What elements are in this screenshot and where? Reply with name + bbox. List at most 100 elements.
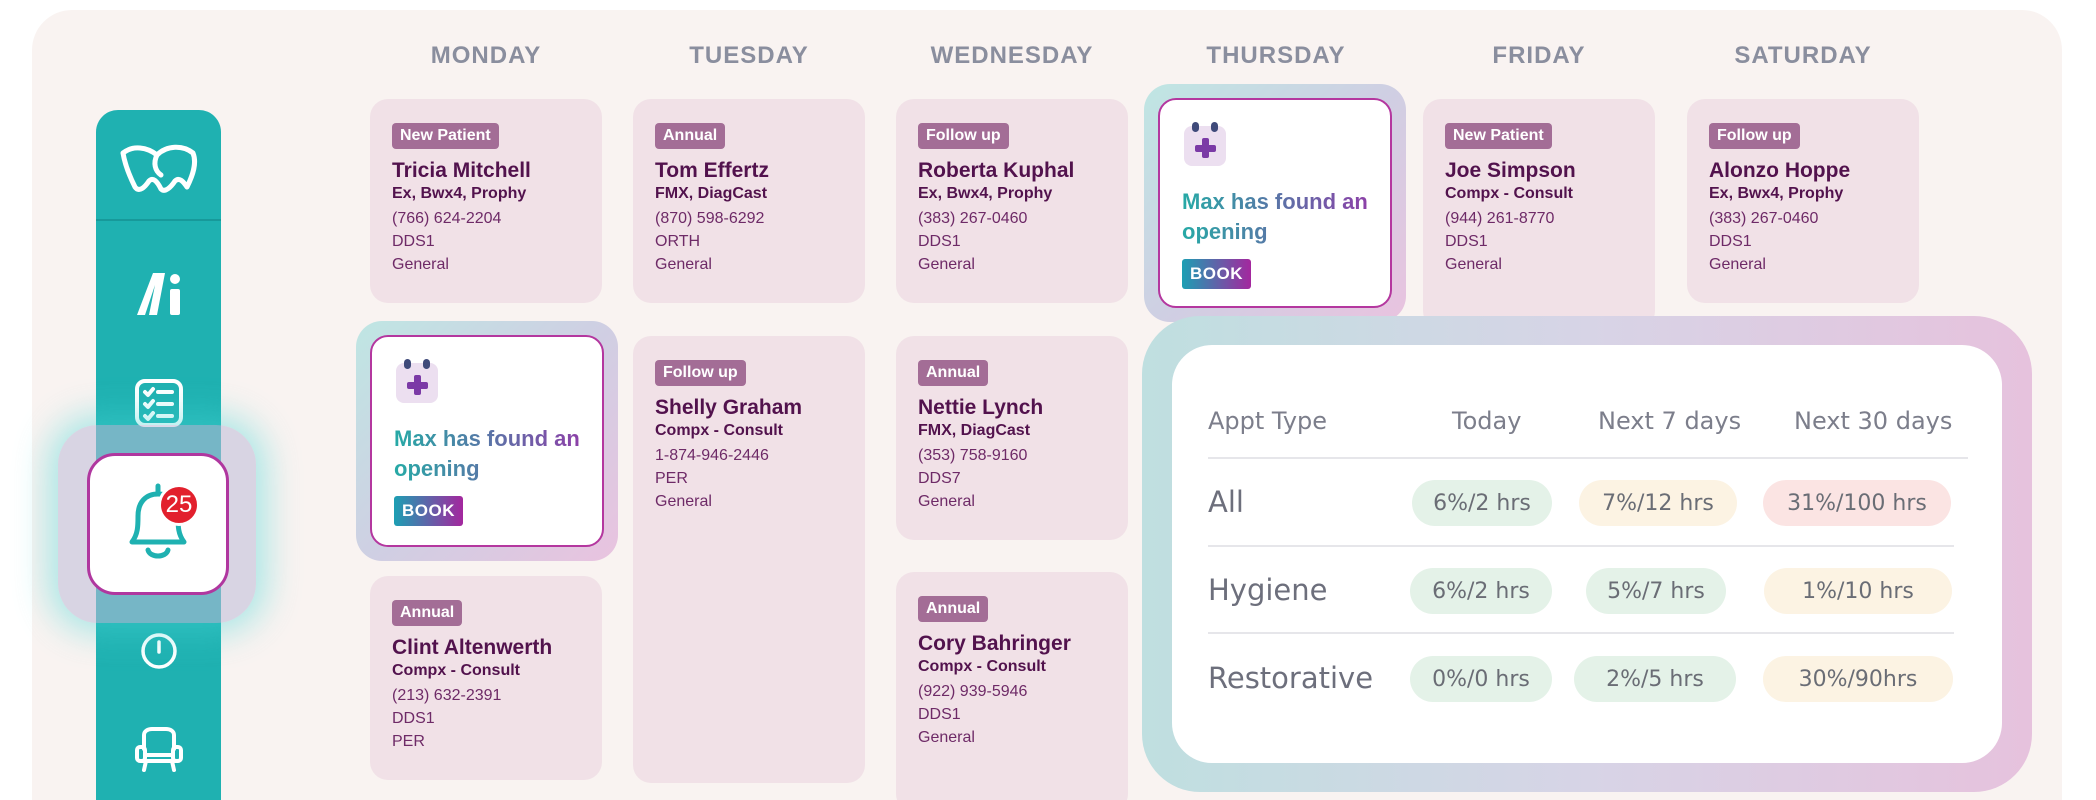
availability-stats-card: Appt Type Today Next 7 days Next 30 days… xyxy=(1172,345,2002,763)
notification-badge: 25 xyxy=(158,484,200,526)
appointment-tag: Annual xyxy=(655,123,726,149)
opening-card[interactable]: Max has found an opening BOOK xyxy=(370,335,604,547)
stat-pill: 6%/2 hrs xyxy=(1412,480,1552,526)
opening-card[interactable]: Max has found an opening BOOK xyxy=(1158,98,1392,308)
appointment-card[interactable]: New Patient Tricia Mitchell Ex, Bwx4, Pr… xyxy=(370,99,602,303)
appt-category: General xyxy=(1709,256,1766,273)
phone: (944) 261-8770 xyxy=(1445,210,1555,227)
patient-name: Alonzo Hoppe xyxy=(1709,159,1851,182)
opening-message: Max has found an opening xyxy=(1182,187,1368,247)
stat-pill: 5%/7 hrs xyxy=(1586,568,1726,614)
header-today: Today xyxy=(1452,407,1522,435)
sidebar-divider xyxy=(96,219,221,221)
day-header-friday: FRIDAY xyxy=(1492,42,1586,69)
procedure: Compx - Consult xyxy=(1445,185,1573,202)
appointment-card[interactable]: Follow up Alonzo Hoppe Ex, Bwx4, Prophy … xyxy=(1687,99,1919,303)
stat-pill: 7%/12 hrs xyxy=(1579,480,1737,526)
stat-pill: 0%/0 hrs xyxy=(1410,656,1552,702)
appointment-card[interactable]: Annual Cory Bahringer Compx - Consult (9… xyxy=(896,572,1128,800)
appointment-card[interactable]: Annual Tom Effertz FMX, DiagCast (870) 5… xyxy=(633,99,865,303)
phone: 1-874-946-2446 xyxy=(655,447,769,464)
row-label-restorative: Restorative xyxy=(1208,661,1374,695)
procedure: Ex, Bwx4, Prophy xyxy=(918,185,1053,202)
phone: (383) 267-0460 xyxy=(1709,210,1819,227)
procedure: Compx - Consult xyxy=(918,658,1046,675)
book-button[interactable]: BOOK xyxy=(394,496,463,526)
appt-category: General xyxy=(1445,256,1502,273)
provider: ORTH xyxy=(655,233,701,250)
day-header-saturday: SATURDAY xyxy=(1734,42,1872,69)
appt-category: General xyxy=(918,729,975,746)
book-button[interactable]: BOOK xyxy=(1182,259,1251,289)
row-divider xyxy=(1208,545,1954,547)
phone: (766) 624-2204 xyxy=(392,210,502,227)
procedure: Compx - Consult xyxy=(392,662,520,679)
appointment-card[interactable]: Annual Nettie Lynch FMX, DiagCast (353) … xyxy=(896,336,1128,540)
provider: DDS1 xyxy=(392,233,435,250)
provider: DDS1 xyxy=(1709,233,1752,250)
appointment-tag: Annual xyxy=(918,360,989,386)
appointment-tag: Follow up xyxy=(918,123,1009,149)
patient-name: Roberta Kuphal xyxy=(918,159,1075,182)
stat-pill: 1%/10 hrs xyxy=(1764,568,1952,614)
appointment-tag: Annual xyxy=(918,596,989,622)
appointment-tag: New Patient xyxy=(1445,123,1552,149)
provider: PER xyxy=(655,470,688,487)
provider: DDS1 xyxy=(1445,233,1488,250)
calendar-plus-icon xyxy=(396,359,438,403)
appt-category: General xyxy=(392,256,449,273)
day-header-thursday: THURSDAY xyxy=(1206,42,1346,69)
procedure: FMX, DiagCast xyxy=(655,185,768,202)
row-divider xyxy=(1208,632,1954,634)
stat-pill: 6%/2 hrs xyxy=(1410,568,1552,614)
patient-name: Clint Altenwerth xyxy=(392,636,553,659)
appointment-tag: Follow up xyxy=(655,360,746,386)
header-next-30-days: Next 30 days xyxy=(1794,407,1953,435)
phone: (383) 267-0460 xyxy=(918,210,1028,227)
patient-name: Joe Simpson xyxy=(1445,159,1576,182)
day-header-tuesday: TUESDAY xyxy=(689,42,809,69)
phone: (213) 632-2391 xyxy=(392,687,502,704)
header-appt-type: Appt Type xyxy=(1208,407,1328,435)
stat-pill: 30%/90hrs xyxy=(1763,656,1953,702)
phone: (870) 598-6292 xyxy=(655,210,765,227)
header-divider xyxy=(1208,457,1968,459)
appointment-card[interactable]: Follow up Shelly Graham Compx - Consult … xyxy=(633,336,865,783)
row-label-hygiene: Hygiene xyxy=(1208,573,1328,607)
appointment-card[interactable]: Follow up Roberta Kuphal Ex, Bwx4, Proph… xyxy=(896,99,1128,303)
stat-pill: 2%/5 hrs xyxy=(1574,656,1736,702)
appointment-tag: New Patient xyxy=(392,123,499,149)
patient-name: Nettie Lynch xyxy=(918,396,1044,419)
appt-category: General xyxy=(918,493,975,510)
stat-pill: 31%/100 hrs xyxy=(1763,480,1951,526)
appt-category: General xyxy=(655,493,712,510)
procedure: Compx - Consult xyxy=(655,422,783,439)
appointment-tag: Follow up xyxy=(1709,123,1800,149)
phone: (922) 939-5946 xyxy=(918,683,1028,700)
appointment-card[interactable]: New Patient Joe Simpson Compx - Consult … xyxy=(1423,99,1655,329)
appt-category: General xyxy=(918,256,975,273)
notifications-button[interactable] xyxy=(87,453,229,595)
bell-icon xyxy=(129,483,187,559)
chair-icon[interactable] xyxy=(96,715,221,785)
timer-icon[interactable] xyxy=(96,620,221,680)
appointment-tag: Annual xyxy=(392,600,463,626)
tooth-logo-icon[interactable] xyxy=(96,132,221,202)
opening-message: Max has found an opening xyxy=(394,424,580,484)
provider: DDS1 xyxy=(392,710,435,727)
provider: DDS1 xyxy=(918,233,961,250)
appointment-card[interactable]: Annual Clint Altenwerth Compx - Consult … xyxy=(370,576,602,780)
ai-logo-icon[interactable] xyxy=(96,258,221,328)
appt-category: PER xyxy=(392,733,425,750)
checklist-icon[interactable] xyxy=(96,368,221,438)
row-label-all: All xyxy=(1208,485,1244,519)
procedure: Ex, Bwx4, Prophy xyxy=(1709,185,1844,202)
procedure: FMX, DiagCast xyxy=(918,422,1031,439)
provider: DDS7 xyxy=(918,470,961,487)
header-next-7-days: Next 7 days xyxy=(1598,407,1742,435)
phone: (353) 758-9160 xyxy=(918,447,1028,464)
day-header-monday: MONDAY xyxy=(430,42,542,69)
patient-name: Tom Effertz xyxy=(655,159,769,182)
procedure: Ex, Bwx4, Prophy xyxy=(392,185,527,202)
day-header-wednesday: WEDNESDAY xyxy=(930,42,1094,69)
